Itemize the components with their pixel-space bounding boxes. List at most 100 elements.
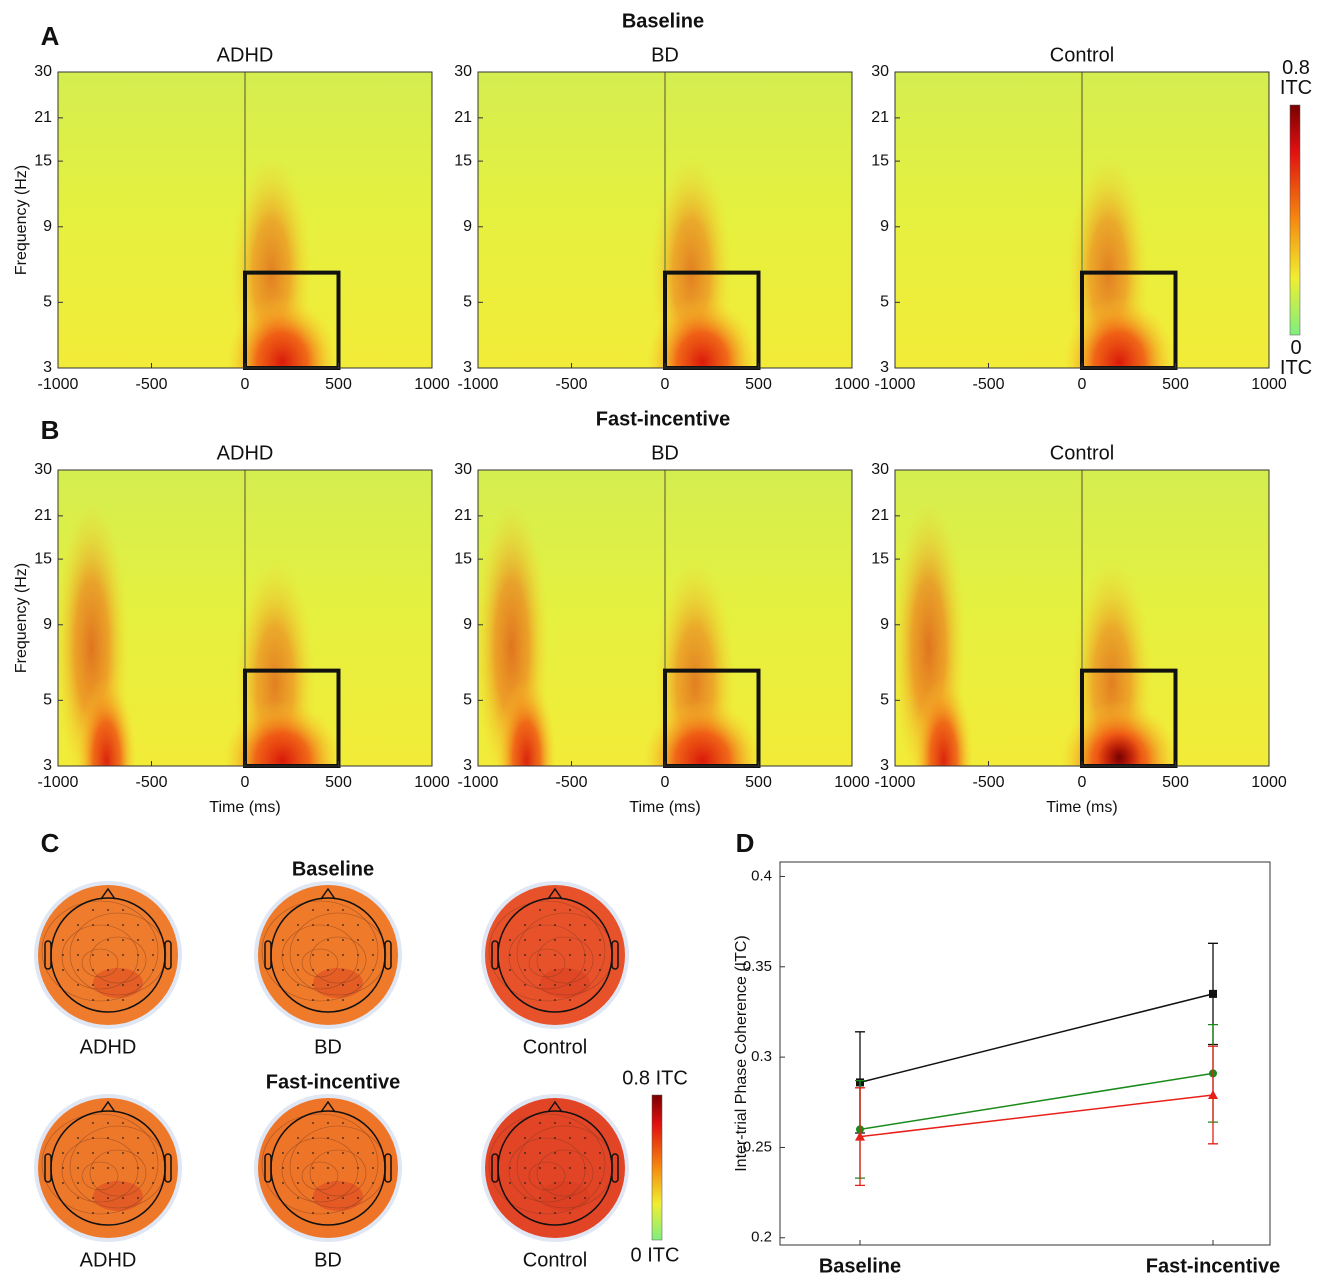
electrode xyxy=(122,1197,124,1199)
electrode xyxy=(137,984,139,986)
electrode xyxy=(312,1212,314,1214)
electrode xyxy=(539,1167,541,1169)
electrode xyxy=(152,1167,154,1169)
electrode xyxy=(539,1122,541,1124)
group-title: ADHD xyxy=(217,442,274,464)
electrode xyxy=(584,939,586,941)
y-tick-label: 5 xyxy=(43,692,52,709)
y-tick-label: 9 xyxy=(880,218,889,235)
electrode xyxy=(137,954,139,956)
electrode xyxy=(342,1122,344,1124)
electrode xyxy=(77,1152,79,1154)
x-tick-label: Baseline xyxy=(819,1255,901,1277)
colorbar xyxy=(1290,105,1300,335)
electrode xyxy=(599,1167,601,1169)
y-tick-label: 21 xyxy=(871,109,889,126)
electrode xyxy=(327,999,329,1001)
electrode xyxy=(77,1167,79,1169)
electrode xyxy=(312,1167,314,1169)
electrode xyxy=(554,1167,556,1169)
electrode xyxy=(282,1167,284,1169)
electrode xyxy=(569,954,571,956)
electrode xyxy=(569,1137,571,1139)
electrode xyxy=(107,1167,109,1169)
electrode xyxy=(524,984,526,986)
electrode xyxy=(297,1152,299,1154)
colorbar-label: 0ITC xyxy=(1280,337,1312,379)
group-label: ADHD xyxy=(80,1036,137,1058)
electrode xyxy=(77,984,79,986)
heat-blob xyxy=(914,677,974,843)
panel-label: D xyxy=(736,828,755,858)
electrode xyxy=(152,939,154,941)
electrode xyxy=(584,1137,586,1139)
x-tick-label: Fast-incentive xyxy=(1146,1255,1280,1277)
y-tick-label: 3 xyxy=(43,757,52,774)
electrode xyxy=(107,1137,109,1139)
electrode xyxy=(122,924,124,926)
electrode xyxy=(569,1167,571,1169)
electrode xyxy=(539,909,541,911)
electrode xyxy=(77,924,79,926)
electrode xyxy=(312,954,314,956)
electrode xyxy=(372,1182,374,1184)
electrode xyxy=(92,969,94,971)
electrode xyxy=(77,1182,79,1184)
panel-label: A xyxy=(41,21,60,51)
electrode xyxy=(137,924,139,926)
electrode xyxy=(584,954,586,956)
electrode xyxy=(539,954,541,956)
electrode xyxy=(524,969,526,971)
electrode xyxy=(539,924,541,926)
electrode xyxy=(569,939,571,941)
heatmap xyxy=(58,72,432,427)
electrode xyxy=(509,1167,511,1169)
electrode xyxy=(107,969,109,971)
y-tick-label: 9 xyxy=(463,218,472,235)
electrode xyxy=(509,1152,511,1154)
electrode xyxy=(327,969,329,971)
y-tick-label: 0.4 xyxy=(751,867,772,884)
electrode xyxy=(584,984,586,986)
electrode xyxy=(77,969,79,971)
row-title: Fast-incentive xyxy=(266,1071,400,1093)
x-tick-label: 1000 xyxy=(834,774,870,791)
electrode xyxy=(312,909,314,911)
electrode xyxy=(539,1137,541,1139)
electrode xyxy=(77,1137,79,1139)
electrode xyxy=(282,939,284,941)
electrode xyxy=(137,939,139,941)
electrode xyxy=(327,1152,329,1154)
y-axis-label: Frequency (Hz) xyxy=(13,563,30,673)
x-tick-label: -1000 xyxy=(875,774,916,791)
y-tick-label: 3 xyxy=(880,757,889,774)
electrode xyxy=(554,1197,556,1199)
electrode xyxy=(92,1182,94,1184)
chart-title: Baseline xyxy=(622,10,704,32)
electrode xyxy=(554,1122,556,1124)
y-tick-label: 21 xyxy=(871,507,889,524)
electrode xyxy=(137,1137,139,1139)
electrode xyxy=(152,1152,154,1154)
electrode xyxy=(539,1212,541,1214)
electrode xyxy=(92,1197,94,1199)
electrode xyxy=(122,1167,124,1169)
electrode xyxy=(152,1182,154,1184)
y-tick-label: 5 xyxy=(880,692,889,709)
y-tick-label: 3 xyxy=(880,359,889,376)
group-label: Control xyxy=(523,1036,587,1058)
electrode xyxy=(569,1182,571,1184)
electrode xyxy=(569,1212,571,1214)
electrode xyxy=(77,954,79,956)
electrode xyxy=(524,1137,526,1139)
x-tick-label: 1000 xyxy=(414,774,450,791)
electrode xyxy=(137,969,139,971)
x-tick-label: -1000 xyxy=(875,376,916,393)
electrode xyxy=(554,1137,556,1139)
row-title: Baseline xyxy=(292,858,374,880)
heatmap xyxy=(895,72,1269,427)
x-tick-label: 500 xyxy=(745,774,772,791)
y-tick-label: 9 xyxy=(43,616,52,633)
electrode xyxy=(122,984,124,986)
electrode xyxy=(357,1137,359,1139)
